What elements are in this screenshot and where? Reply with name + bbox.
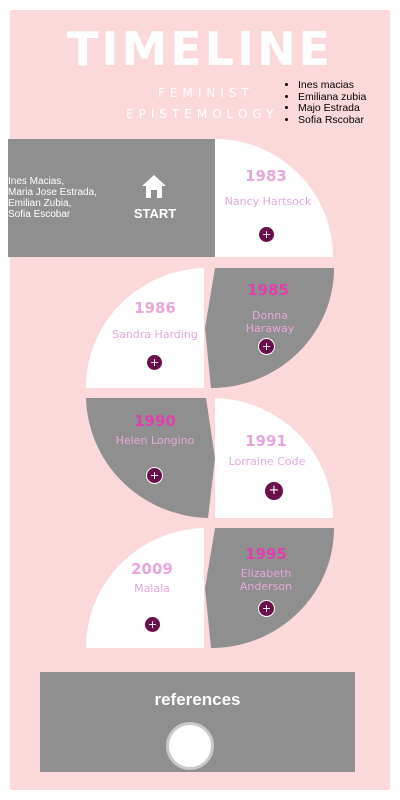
expand-1986-button[interactable]: + (146, 354, 163, 371)
start-authors: Ines Macias, Maria Jose Estrada, Emilian… (8, 176, 97, 220)
expand-1990-button[interactable]: + (146, 467, 163, 484)
expand-1991-button[interactable]: + (264, 481, 284, 501)
person-elizabeth-anderson: Elizabeth Anderson (239, 567, 293, 593)
expand-1995-button[interactable]: + (258, 600, 275, 617)
start-author: Sofia Escobar (8, 209, 71, 220)
person-nancy-hartsock: Nancy Hartsock (224, 195, 312, 208)
year-1990: 1990 (134, 412, 176, 430)
author-list: Ines macias Emiliana zubia Majo Estrada … (284, 79, 366, 127)
start-author: Ines Macias, (8, 176, 65, 187)
start-author: Emilian Zubia, (8, 198, 72, 209)
timeline-card-1995 (205, 528, 334, 648)
year-1991: 1991 (245, 432, 287, 450)
expand-1983-button[interactable]: + (258, 226, 275, 243)
expand-1985-button[interactable]: + (258, 338, 275, 355)
person-malala: Malala (134, 582, 170, 595)
person-helen-longino: Helen Longino (115, 434, 195, 447)
start-author: Maria Jose Estrada, (8, 187, 97, 198)
timeline-card-1986 (86, 268, 204, 388)
start-panel (8, 139, 215, 257)
year-1986: 1986 (134, 299, 176, 317)
references-title: references (154, 690, 241, 709)
subtitle-feminist: FEMINIST (158, 86, 254, 100)
start-button[interactable]: START (133, 206, 177, 221)
author-list-item: Ines macias (298, 79, 366, 92)
home-icon[interactable] (140, 172, 168, 200)
year-1995: 1995 (245, 545, 287, 563)
page-title: TIMELINE (66, 22, 334, 76)
timeline-card-1985 (205, 268, 334, 388)
subtitle-epistemology: EPISTEMOLOGY (126, 107, 279, 121)
person-sandra-harding: Sandra Harding (112, 328, 198, 341)
person-lorraine-code: Lorraine Code (228, 455, 306, 468)
person-donna-haraway: Donna Haraway (245, 309, 295, 335)
author-list-item: Majo Estrada (298, 102, 366, 115)
expand-2009-button[interactable]: + (144, 616, 161, 633)
year-2009: 2009 (131, 560, 173, 578)
references-button[interactable] (166, 722, 214, 770)
timeline-card-1991 (215, 398, 333, 518)
timeline-card-1990 (86, 398, 215, 518)
timeline-card-2009 (86, 528, 204, 648)
year-1983: 1983 (245, 167, 287, 185)
author-list-item: Sofia Rscobar (298, 114, 366, 127)
timeline-card-1983 (215, 139, 333, 257)
author-list-item: Emiliana zubia (298, 91, 366, 104)
year-1985: 1985 (247, 281, 289, 299)
